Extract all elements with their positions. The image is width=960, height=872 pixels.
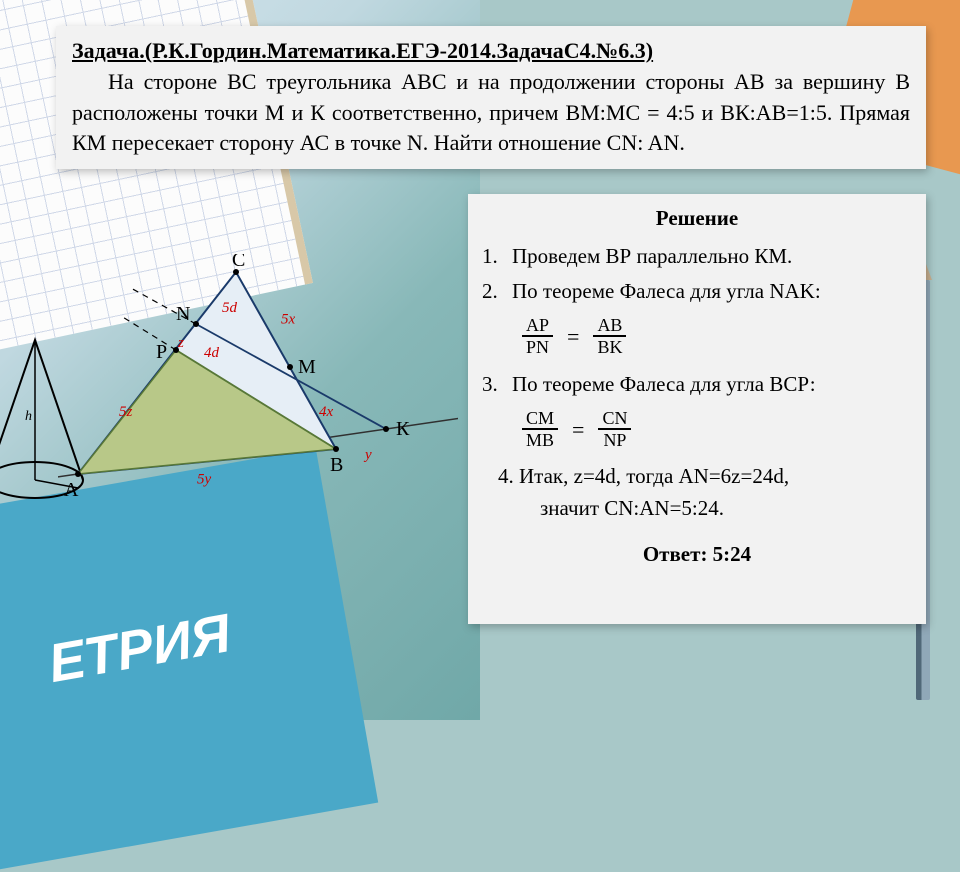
equals-sign: = bbox=[572, 412, 584, 447]
svg-text:A: A bbox=[64, 479, 79, 501]
svg-text:5z: 5z bbox=[119, 404, 133, 420]
svg-text:M: M bbox=[298, 356, 316, 378]
geometric-figure: A B C К M NP 5x 4x 5d 4d z 5z 5y y bbox=[58, 254, 458, 534]
svg-text:C: C bbox=[232, 254, 245, 271]
svg-text:N: N bbox=[176, 303, 190, 325]
svg-text:h: h bbox=[25, 409, 32, 424]
problem-body: На стороне ВС треугольника АВС и на прод… bbox=[72, 67, 910, 159]
svg-text:4x: 4x bbox=[319, 404, 334, 420]
fraction-2b: CN NP bbox=[598, 408, 631, 451]
svg-text:К: К bbox=[396, 418, 410, 440]
solution-step-4: 4. Итак, z=4d, тогда AN=6z=24d, значит C… bbox=[482, 461, 912, 524]
svg-text:B: B bbox=[330, 454, 343, 476]
solution-step-1: 1.Проведем ВР параллельно КМ. bbox=[482, 240, 912, 274]
svg-text:P: P bbox=[156, 341, 167, 363]
svg-text:z: z bbox=[177, 335, 184, 351]
svg-text:5y: 5y bbox=[197, 472, 212, 488]
solution-answer: Ответ: 5:24 bbox=[482, 538, 912, 572]
problem-title: Задача.(Р.К.Гордин.Математика.ЕГЭ-2014.З… bbox=[72, 38, 653, 63]
svg-text:5x: 5x bbox=[281, 312, 296, 328]
svg-text:4d: 4d bbox=[204, 345, 220, 361]
solution-heading: Решение bbox=[482, 202, 912, 236]
svg-text:5d: 5d bbox=[222, 300, 238, 316]
svg-text:y: y bbox=[363, 447, 372, 463]
fraction-row-2: CM MB = CN NP bbox=[482, 408, 912, 451]
problem-statement-box: Задача.(Р.К.Гордин.Математика.ЕГЭ-2014.З… bbox=[56, 26, 926, 169]
book-title-fragment: ЕТРИЯ bbox=[44, 603, 235, 694]
fraction-1a: AP PN bbox=[522, 315, 553, 358]
solution-step-3: 3.По теореме Фалеса для угла ВСР: bbox=[482, 368, 912, 402]
fraction-row-1: AP PN = AB BK bbox=[482, 315, 912, 358]
equals-sign: = bbox=[567, 319, 579, 354]
solution-box: Решение 1.Проведем ВР параллельно КМ. 2.… bbox=[468, 194, 926, 624]
fraction-2a: CM MB bbox=[522, 408, 558, 451]
fraction-1b: AB BK bbox=[593, 315, 626, 358]
solution-step-2: 2.По теореме Фалеса для угла NAK: bbox=[482, 275, 912, 309]
